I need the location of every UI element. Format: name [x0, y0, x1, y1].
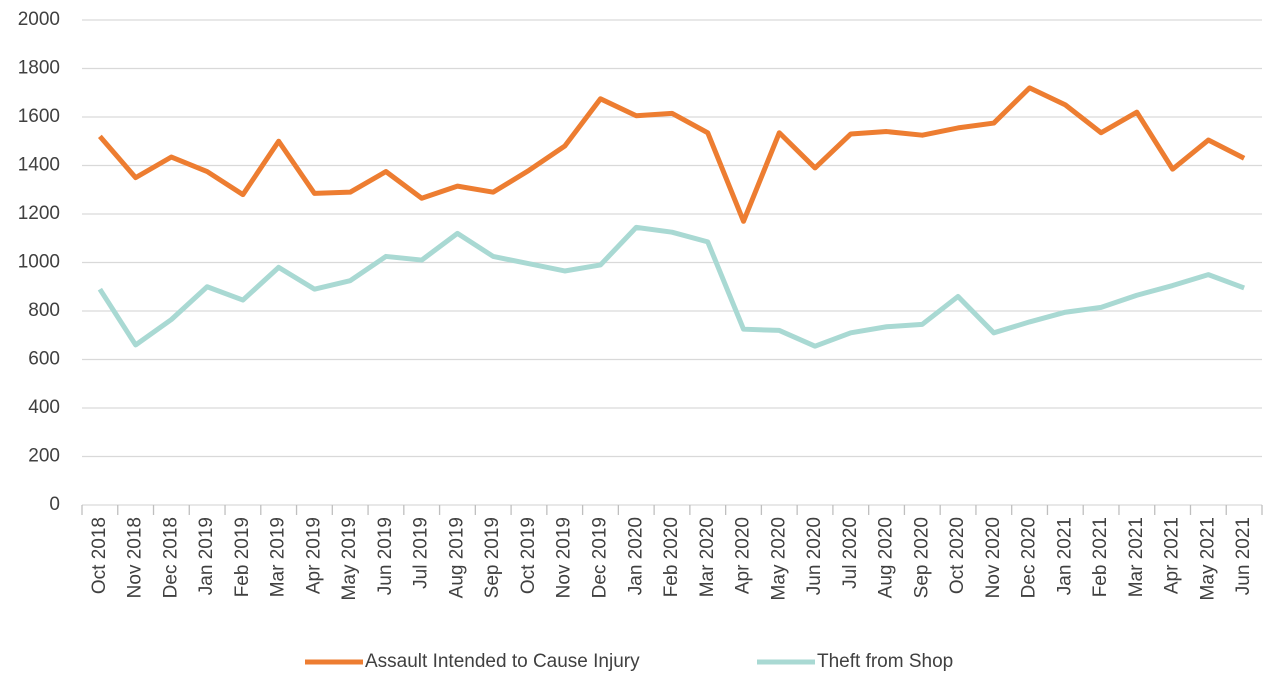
x-tick-label: Sep 2019 [482, 517, 503, 598]
y-tick-label: 2000 [18, 9, 60, 30]
x-tick-label: Dec 2018 [160, 517, 181, 598]
x-tick-label: Feb 2021 [1090, 517, 1111, 597]
x-tick-label: Jul 2019 [411, 517, 432, 589]
x-tick-label: Jun 2019 [375, 517, 396, 595]
y-tick-label: 800 [28, 300, 60, 321]
x-tick-label: Feb 2020 [661, 517, 682, 597]
y-tick-label: 400 [28, 397, 60, 418]
y-tick-label: 1200 [18, 203, 60, 224]
x-tick-label: Jan 2019 [196, 517, 217, 595]
x-tick-label: Nov 2020 [983, 517, 1004, 598]
x-tick-label: May 2021 [1197, 517, 1218, 600]
legend-label: Assault Intended to Cause Injury [365, 651, 640, 672]
x-tick-label: May 2020 [768, 517, 789, 600]
x-tick-label: Aug 2020 [876, 517, 897, 598]
y-tick-label: 1400 [18, 155, 60, 176]
x-tick-label: Nov 2018 [125, 517, 146, 598]
x-tick-label: Jan 2021 [1054, 517, 1075, 595]
x-tick-label: Apr 2019 [303, 517, 324, 594]
y-tick-label: 1000 [18, 252, 60, 273]
x-tick-label: Apr 2021 [1162, 517, 1183, 594]
series-line [97, 224, 1245, 349]
y-tick-label: 1800 [18, 58, 60, 79]
legend-label: Theft from Shop [817, 651, 953, 672]
y-tick-label: 200 [28, 446, 60, 467]
x-tick-label: Oct 2018 [89, 517, 110, 594]
x-tick-label: Jan 2020 [625, 517, 646, 595]
x-tick-label: Jun 2020 [804, 517, 825, 595]
series-line [97, 85, 1246, 224]
x-tick-label: Oct 2019 [518, 517, 539, 594]
x-tick-label: Feb 2019 [232, 517, 253, 597]
x-tick-label: Apr 2020 [733, 517, 754, 594]
x-tick-label: Nov 2019 [554, 517, 575, 598]
y-tick-label: 600 [28, 349, 60, 370]
x-tick-label: Mar 2021 [1126, 517, 1147, 597]
x-tick-label: Sep 2020 [911, 517, 932, 598]
x-tick-label: Dec 2020 [1019, 517, 1040, 598]
x-tick-label: Aug 2019 [446, 517, 467, 598]
x-tick-label: Dec 2019 [590, 517, 611, 598]
x-tick-label: Mar 2020 [697, 517, 718, 597]
y-tick-label: 0 [49, 494, 60, 515]
x-tick-label: May 2019 [339, 517, 360, 600]
x-tick-label: Oct 2020 [947, 517, 968, 594]
y-tick-label: 1600 [18, 106, 60, 127]
x-tick-label: Jun 2021 [1233, 517, 1254, 595]
x-tick-label: Mar 2019 [268, 517, 289, 597]
x-tick-label: Jul 2020 [840, 517, 861, 589]
